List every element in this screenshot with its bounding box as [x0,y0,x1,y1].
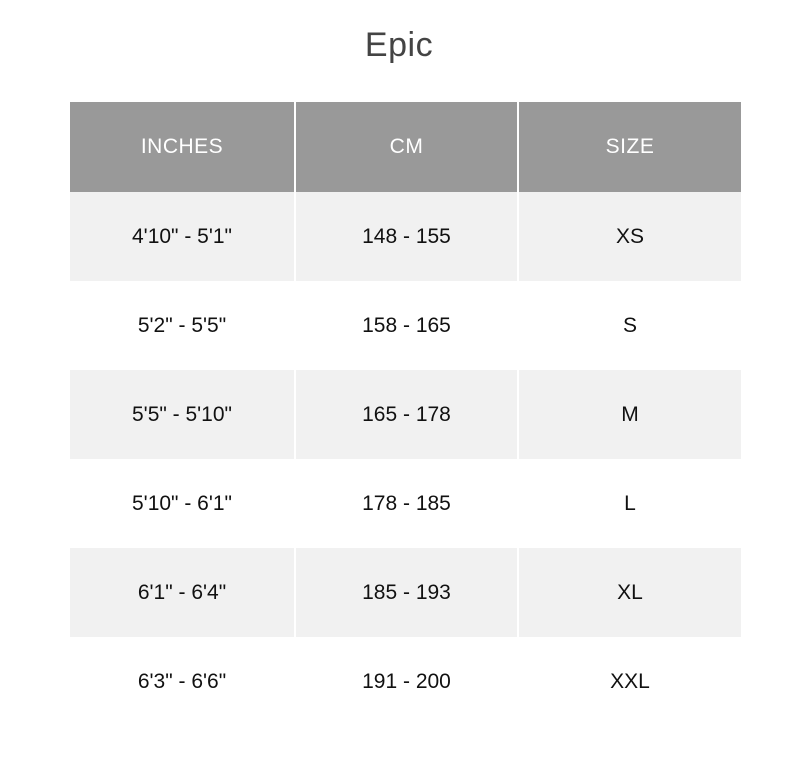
header-cm: CM [294,102,518,192]
table-row: 5'10" - 6'1" 178 - 185 L [70,459,741,548]
cell-cm: 148 - 155 [294,192,518,281]
cell-size: L [517,459,741,548]
cell-inches: 6'3" - 6'6" [70,637,295,726]
table-header-row: INCHES CM SIZE [70,102,741,192]
cell-cm: 185 - 193 [294,548,518,637]
cell-inches: 5'2" - 5'5" [70,281,295,370]
cell-inches: 4'10" - 5'1" [70,192,295,281]
table-row: 5'5" - 5'10" 165 - 178 M [70,370,741,459]
cell-inches: 5'5" - 5'10" [70,370,295,459]
header-inches: INCHES [70,102,295,192]
header-size: SIZE [517,102,741,192]
cell-size: XL [517,548,741,637]
cell-size: XXL [517,637,741,726]
table-row: 5'2" - 5'5" 158 - 165 S [70,281,741,370]
cell-cm: 191 - 200 [294,637,518,726]
cell-size: XS [517,192,741,281]
cell-inches: 5'10" - 6'1" [70,459,295,548]
cell-size: S [517,281,741,370]
size-chart-table: INCHES CM SIZE 4'10" - 5'1" 148 - 155 XS 5'… [70,102,741,726]
table-row: 4'10" - 5'1" 148 - 155 XS [70,192,741,281]
page-title: Epic [364,26,434,64]
cell-cm: 178 - 185 [294,459,518,548]
table-row: 6'3" - 6'6" 191 - 200 XXL [70,637,741,726]
cell-cm: 158 - 165 [294,281,518,370]
cell-size: M [517,370,741,459]
cell-cm: 165 - 178 [294,370,518,459]
table-row: 6'1" - 6'4" 185 - 193 XL [70,548,741,637]
cell-inches: 6'1" - 6'4" [70,548,295,637]
